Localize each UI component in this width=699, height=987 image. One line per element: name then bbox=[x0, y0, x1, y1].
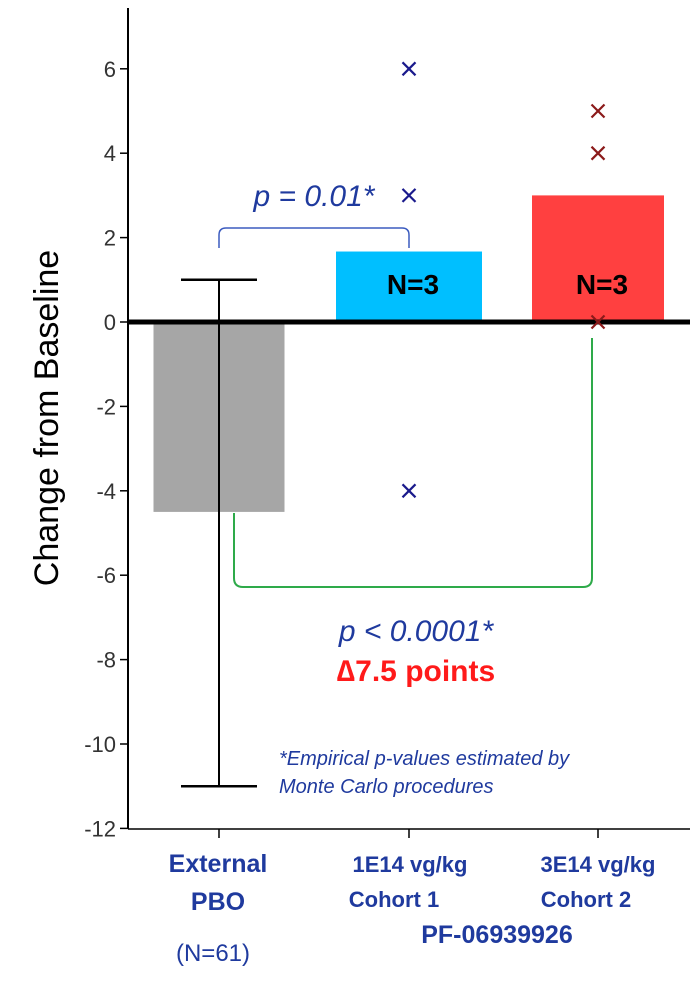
y-tick-label: -6 bbox=[96, 563, 116, 588]
data-point-stroke bbox=[590, 103, 606, 119]
category-1-line2: Cohort 1 bbox=[349, 887, 439, 912]
bar-2 bbox=[532, 195, 664, 322]
y-ticks: 6 4 2 0 -2 -4 -6 -8 -10 -12 bbox=[84, 57, 128, 841]
y-tick-label: 0 bbox=[104, 310, 116, 335]
category-2-line1: 3E14 vg/kg bbox=[541, 852, 656, 877]
y-tick-label: -8 bbox=[96, 648, 116, 673]
data-point-marker bbox=[590, 103, 606, 119]
category-0-line2: PBO bbox=[191, 888, 245, 916]
y-tick-label: 2 bbox=[104, 226, 116, 251]
footnote-line1: *Empirical p-values estimated by bbox=[279, 748, 570, 770]
data-points bbox=[401, 61, 606, 499]
category-0-line3: (N=61) bbox=[176, 940, 250, 967]
data-point-marker bbox=[401, 61, 417, 77]
bar-1 bbox=[336, 251, 482, 322]
category-1-line1: 1E14 vg/kg bbox=[353, 852, 468, 877]
y-tick-label: -4 bbox=[96, 479, 116, 504]
group-label: PF-06939926 bbox=[421, 921, 573, 949]
data-point-marker bbox=[401, 483, 417, 499]
y-tick-label: 4 bbox=[104, 141, 116, 166]
bracket-bottom bbox=[233, 338, 593, 588]
n-label-1: N=3 bbox=[387, 269, 439, 300]
y-tick-label: -12 bbox=[84, 816, 116, 841]
y-tick-label: 6 bbox=[104, 57, 116, 82]
footnote-line2: Monte Carlo procedures bbox=[279, 776, 494, 798]
delta-label: ∆7.5 points bbox=[337, 655, 495, 688]
data-point-stroke bbox=[401, 483, 417, 499]
error-bar bbox=[181, 278, 257, 788]
y-tick-label: -2 bbox=[96, 394, 116, 419]
bracket-top bbox=[218, 227, 410, 248]
data-point-stroke bbox=[590, 314, 606, 330]
pvalue-bottom: p < 0.0001* bbox=[338, 615, 495, 648]
data-point-stroke bbox=[401, 188, 417, 203]
y-tick-label: -10 bbox=[84, 732, 116, 757]
category-2-line2: Cohort 2 bbox=[541, 887, 631, 912]
n-labels: N=3 N=3 bbox=[387, 269, 628, 300]
category-0-line1: External bbox=[169, 850, 268, 878]
data-point-marker bbox=[590, 145, 606, 161]
data-point-marker bbox=[401, 188, 417, 203]
data-point-stroke bbox=[590, 145, 606, 161]
y-axis-label: Change from Baseline bbox=[28, 250, 66, 586]
pvalue-top: p = 0.01* bbox=[253, 180, 376, 213]
x-ticks bbox=[218, 829, 599, 838]
n-label-2: N=3 bbox=[576, 269, 628, 300]
data-point-marker bbox=[590, 314, 606, 330]
data-point-stroke bbox=[401, 61, 417, 77]
